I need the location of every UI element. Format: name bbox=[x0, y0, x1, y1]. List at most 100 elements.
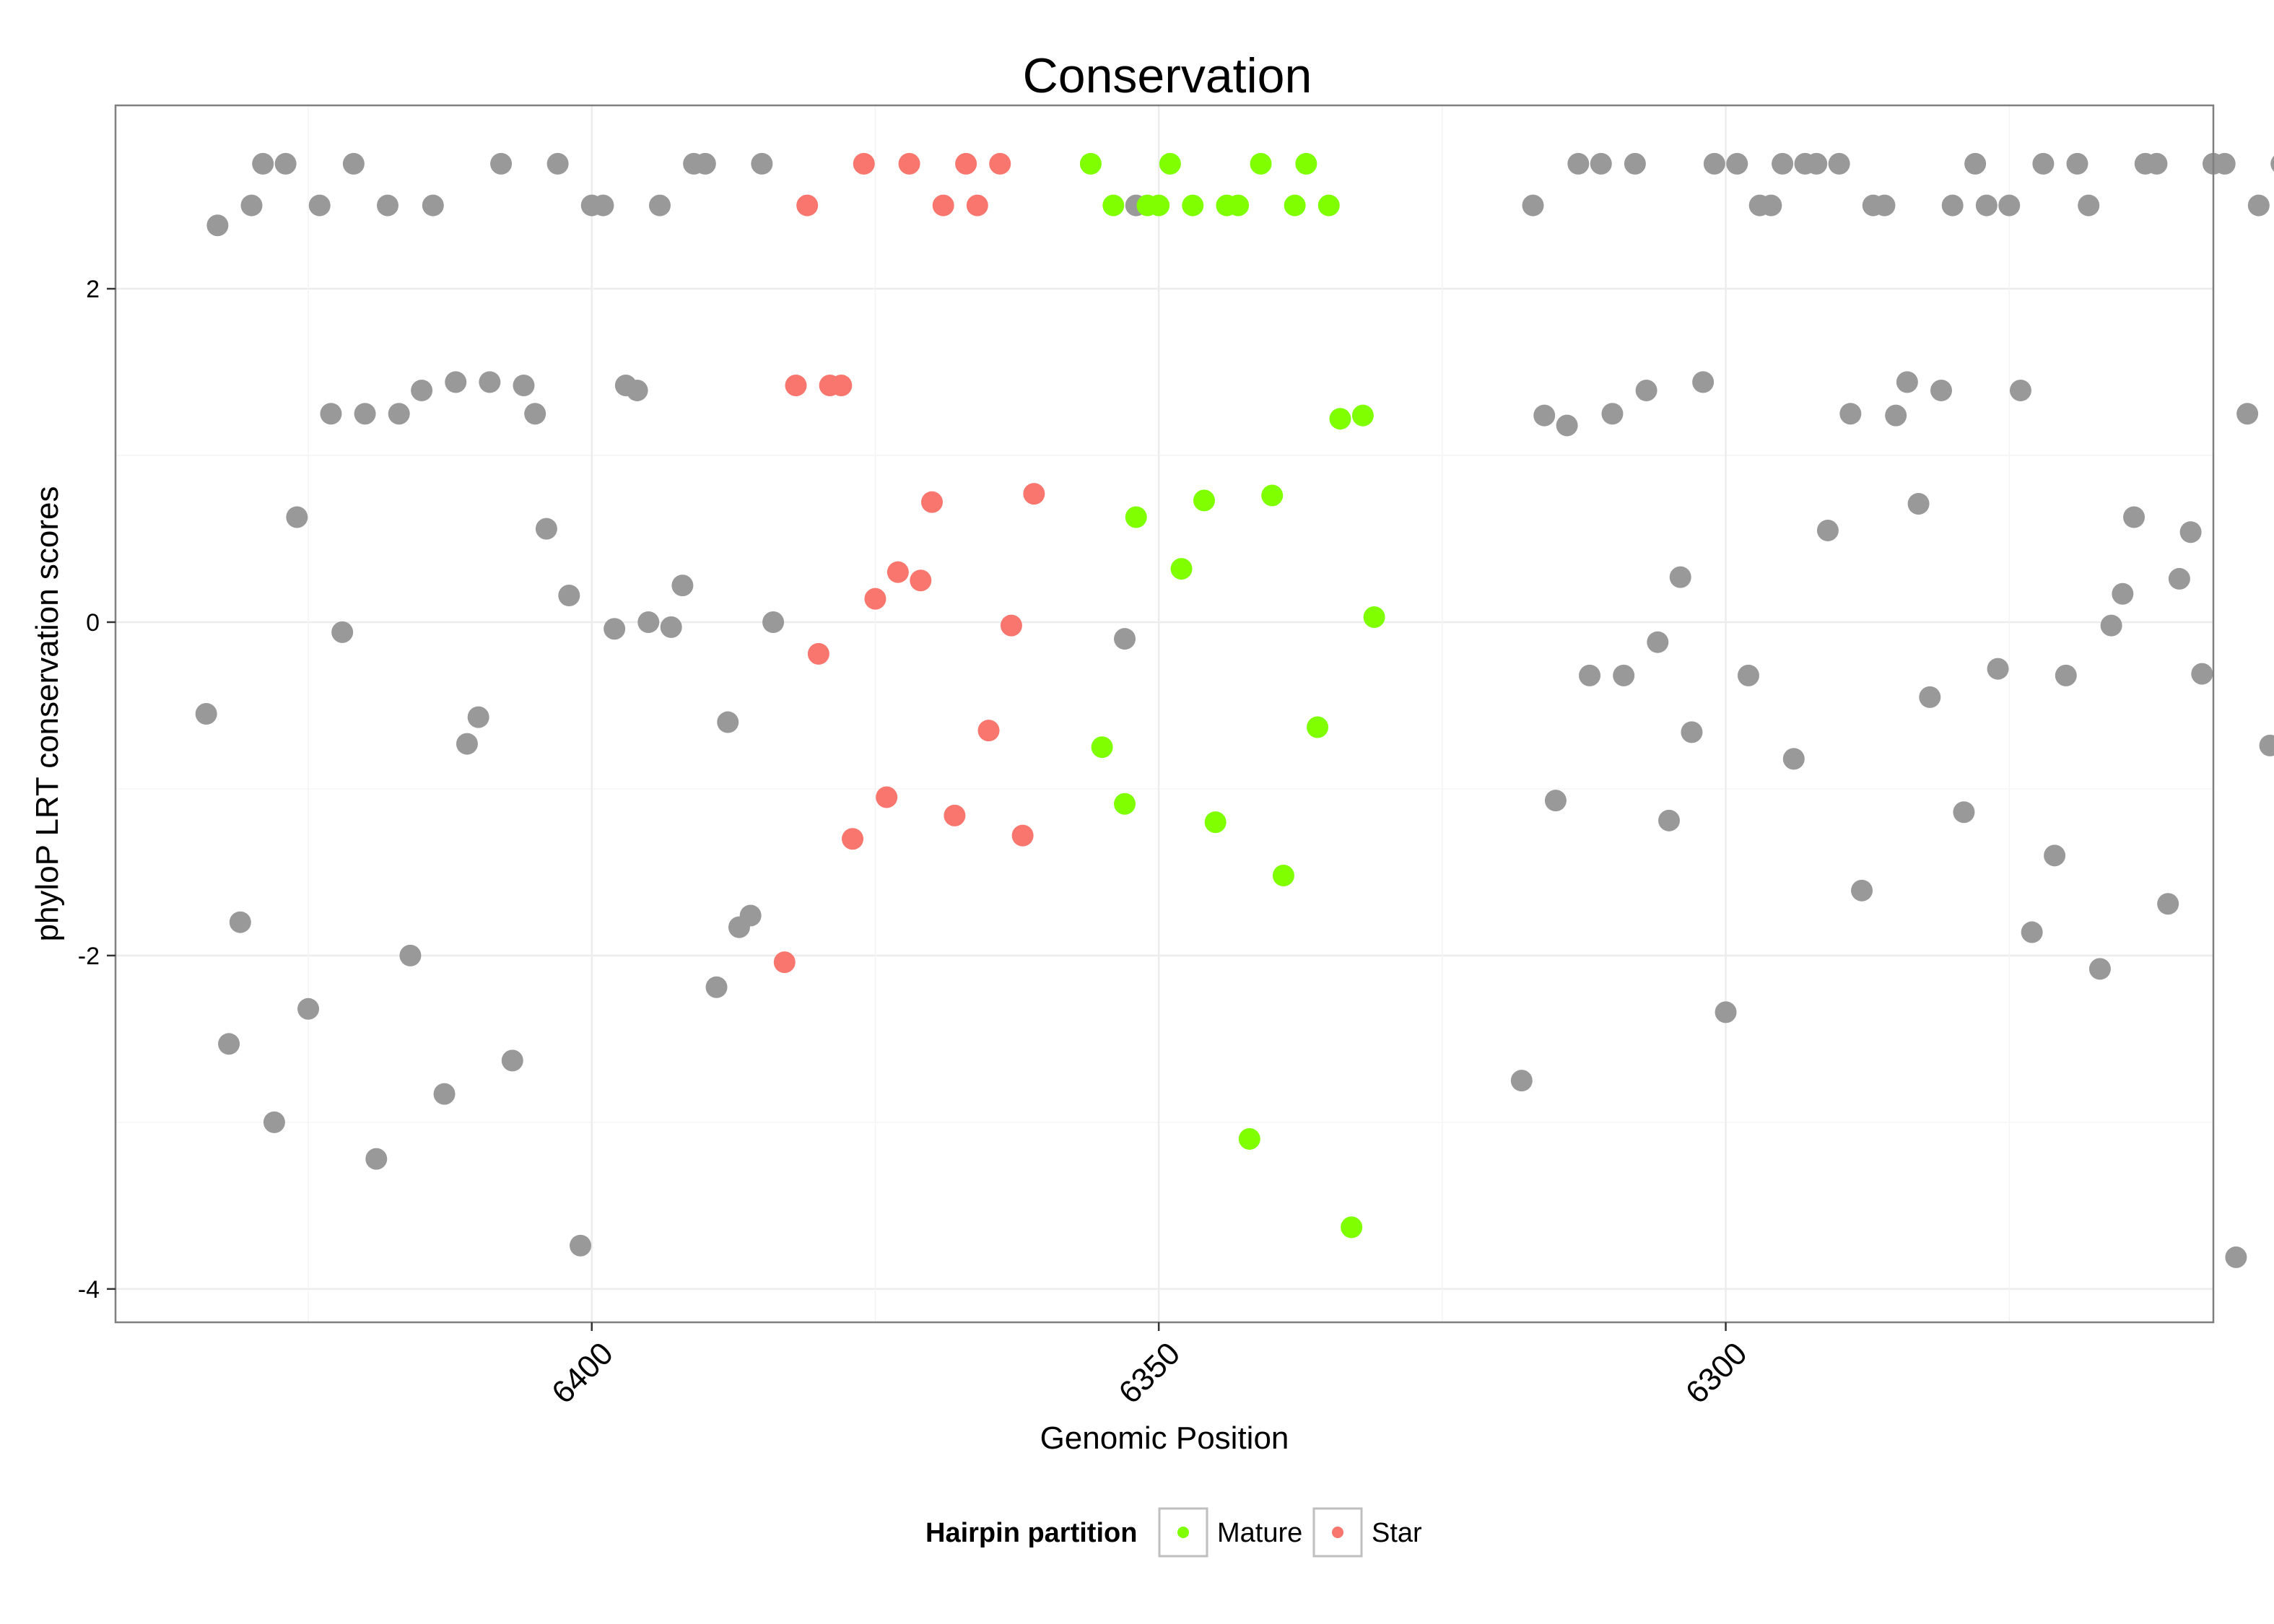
data-point-mature bbox=[1272, 865, 1294, 887]
data-point-mature bbox=[1102, 194, 1125, 217]
data-point-other bbox=[1805, 152, 1828, 175]
data-point-other bbox=[1737, 664, 1759, 686]
data-point-other bbox=[1851, 879, 1873, 902]
legend-title: Hairpin partition bbox=[925, 1518, 1137, 1548]
data-point-other bbox=[445, 371, 467, 393]
data-point-star bbox=[842, 828, 864, 850]
data-point-mature bbox=[1307, 716, 1329, 738]
data-point-other bbox=[2055, 664, 2077, 686]
data-point-other bbox=[1987, 658, 2009, 680]
data-point-other bbox=[1635, 379, 1657, 401]
data-point-mature bbox=[1182, 194, 1204, 217]
data-point-other bbox=[365, 1148, 388, 1170]
data-point-other bbox=[501, 1049, 523, 1072]
data-point-other bbox=[2123, 506, 2146, 528]
legend-label-mature: Mature bbox=[1217, 1518, 1302, 1548]
data-point-mature bbox=[1238, 1127, 1260, 1150]
data-point-other bbox=[1522, 194, 1544, 217]
data-point-other bbox=[1590, 152, 1612, 175]
data-point-other bbox=[1839, 403, 1862, 425]
data-point-star bbox=[864, 588, 886, 610]
data-point-other bbox=[297, 997, 320, 1020]
data-point-other bbox=[263, 1111, 285, 1133]
data-point-mature bbox=[1284, 194, 1306, 217]
data-point-star bbox=[944, 804, 966, 826]
data-point-other bbox=[1975, 194, 1998, 217]
data-point-star bbox=[989, 152, 1011, 175]
data-point-other bbox=[1907, 492, 1930, 515]
data-point-mature bbox=[1159, 152, 1181, 175]
data-point-other bbox=[1658, 809, 1681, 831]
data-point-other bbox=[1964, 152, 1987, 175]
chart-title: Conservation bbox=[1023, 48, 1312, 103]
data-point-other bbox=[2270, 155, 2274, 172]
data-point-star bbox=[977, 720, 1000, 742]
data-point-other bbox=[2032, 152, 2055, 175]
data-point-other bbox=[2088, 958, 2111, 980]
y-tick-label: 0 bbox=[86, 609, 100, 637]
data-point-mature bbox=[1261, 484, 1284, 507]
data-point-star bbox=[886, 561, 909, 583]
data-point-other bbox=[1579, 664, 1601, 686]
data-point-mature bbox=[1204, 811, 1227, 834]
y-axis: -4 -2 0 2 bbox=[78, 276, 116, 1304]
data-point-other bbox=[1885, 404, 1907, 427]
data-point-other bbox=[1703, 152, 1725, 175]
data-point-other bbox=[1953, 801, 1975, 824]
data-point-other bbox=[1567, 152, 1590, 175]
data-point-other bbox=[252, 152, 274, 175]
x-axis-title: Genomic Position bbox=[1040, 1420, 1289, 1456]
data-point-other bbox=[705, 976, 728, 998]
data-points bbox=[195, 152, 2274, 1268]
data-point-other bbox=[2112, 582, 2134, 605]
data-point-other bbox=[286, 506, 308, 528]
data-point-other bbox=[331, 621, 354, 643]
data-point-star bbox=[796, 194, 819, 217]
plot-border bbox=[114, 104, 2215, 1324]
data-point-other bbox=[376, 194, 398, 217]
data-point-other bbox=[240, 194, 263, 217]
data-point-other bbox=[1828, 152, 1850, 175]
data-point-other bbox=[2157, 893, 2179, 915]
data-point-other bbox=[2146, 152, 2168, 175]
plot-panel bbox=[116, 105, 2213, 1322]
data-point-star bbox=[1011, 824, 1034, 847]
data-point-other bbox=[1510, 1070, 1533, 1092]
data-point-other bbox=[479, 371, 501, 393]
data-point-other bbox=[1998, 194, 2021, 217]
series-mature bbox=[1079, 152, 1385, 1239]
data-point-other bbox=[1782, 748, 1805, 770]
data-point-other bbox=[229, 911, 251, 933]
data-point-other bbox=[626, 379, 648, 401]
data-point-other bbox=[422, 194, 444, 217]
data-point-mature bbox=[1114, 793, 1136, 815]
data-point-mature bbox=[1170, 558, 1193, 580]
legend-dot-mature bbox=[1177, 1527, 1189, 1538]
data-point-other bbox=[637, 611, 660, 633]
data-point-other bbox=[354, 403, 376, 425]
y-tick-label: -4 bbox=[78, 1276, 100, 1304]
data-point-other bbox=[1760, 194, 1782, 217]
data-point-star bbox=[853, 152, 875, 175]
data-point-other bbox=[467, 706, 489, 728]
data-point-other bbox=[2168, 567, 2190, 590]
data-point-star bbox=[807, 642, 829, 665]
data-point-other bbox=[592, 194, 614, 217]
data-point-star bbox=[1000, 614, 1022, 637]
data-point-star bbox=[830, 375, 853, 397]
data-point-mature bbox=[1079, 152, 1102, 175]
data-point-other bbox=[2225, 1246, 2247, 1268]
data-point-other bbox=[2213, 152, 2236, 175]
data-point-other bbox=[195, 703, 217, 725]
data-point-other bbox=[1896, 371, 1918, 393]
data-point-other bbox=[399, 944, 422, 966]
data-point-star bbox=[920, 491, 943, 513]
data-point-other bbox=[1681, 721, 1703, 743]
data-point-other bbox=[2179, 521, 2202, 543]
data-point-other bbox=[1726, 152, 1748, 175]
data-point-mature bbox=[1341, 1216, 1363, 1239]
data-point-other bbox=[2009, 379, 2031, 401]
legend-item-mature: Mature bbox=[1158, 1507, 1302, 1558]
data-point-other bbox=[308, 194, 331, 217]
